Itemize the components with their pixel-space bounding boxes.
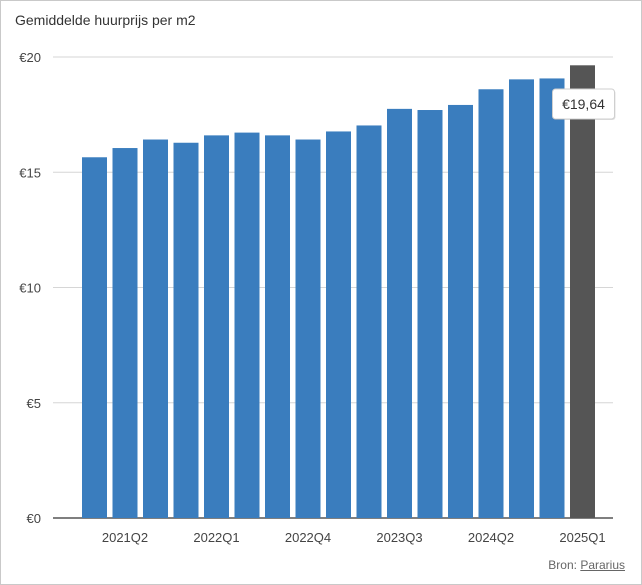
bar-2023Q1[interactable]: [326, 131, 351, 518]
bar-2022Q1[interactable]: [204, 135, 229, 518]
x-tick-label: 2025Q1: [559, 530, 605, 545]
source-prefix: Bron:: [548, 558, 577, 572]
bar-2021Q3[interactable]: [143, 139, 168, 519]
bar-2024Q3[interactable]: [509, 79, 534, 519]
value-tooltip: €19,64: [552, 88, 616, 120]
y-tick-label: €5: [27, 396, 41, 411]
bars: [82, 65, 595, 519]
y-tick-label: €15: [19, 165, 41, 180]
bar-2024Q1[interactable]: [448, 104, 473, 518]
y-axis-labels: €0 €5 €10 €15 €20: [19, 50, 41, 526]
bar-2023Q2[interactable]: [356, 125, 382, 518]
source-link[interactable]: Pararius: [580, 558, 625, 572]
bar-2021Q2[interactable]: [112, 148, 138, 519]
bar-2023Q3[interactable]: [387, 108, 412, 519]
bar-2025Q1[interactable]: [570, 65, 595, 518]
tooltip-box: [552, 88, 615, 120]
bar-2023Q4[interactable]: [417, 110, 443, 518]
bar-2022Q2[interactable]: [234, 132, 260, 518]
y-tick-label: €10: [19, 281, 41, 296]
tooltip-value: €19,64: [562, 96, 605, 112]
x-tick-label: 2021Q2: [102, 530, 148, 545]
chart-title: Gemiddelde huurprijs per m2: [15, 12, 196, 28]
bar-2021Q4[interactable]: [173, 142, 199, 518]
bar-2021Q1[interactable]: [82, 157, 107, 518]
x-tick-label: 2022Q1: [193, 530, 239, 545]
x-axis-labels: 2021Q2 2022Q1 2022Q4 2023Q3 2024Q2 2025Q1: [102, 530, 606, 545]
bar-2024Q2[interactable]: [478, 89, 504, 519]
bar-2022Q3[interactable]: [265, 135, 290, 518]
x-tick-label: 2023Q3: [376, 530, 422, 545]
bar-2022Q4[interactable]: [295, 139, 321, 519]
y-tick-label: €20: [19, 50, 41, 65]
source-note: Bron: Pararius: [548, 558, 625, 572]
bar-2024Q4[interactable]: [539, 78, 565, 519]
x-tick-label: 2022Q4: [285, 530, 331, 545]
y-tick-label: €0: [27, 511, 41, 526]
x-tick-label: 2024Q2: [468, 530, 514, 545]
